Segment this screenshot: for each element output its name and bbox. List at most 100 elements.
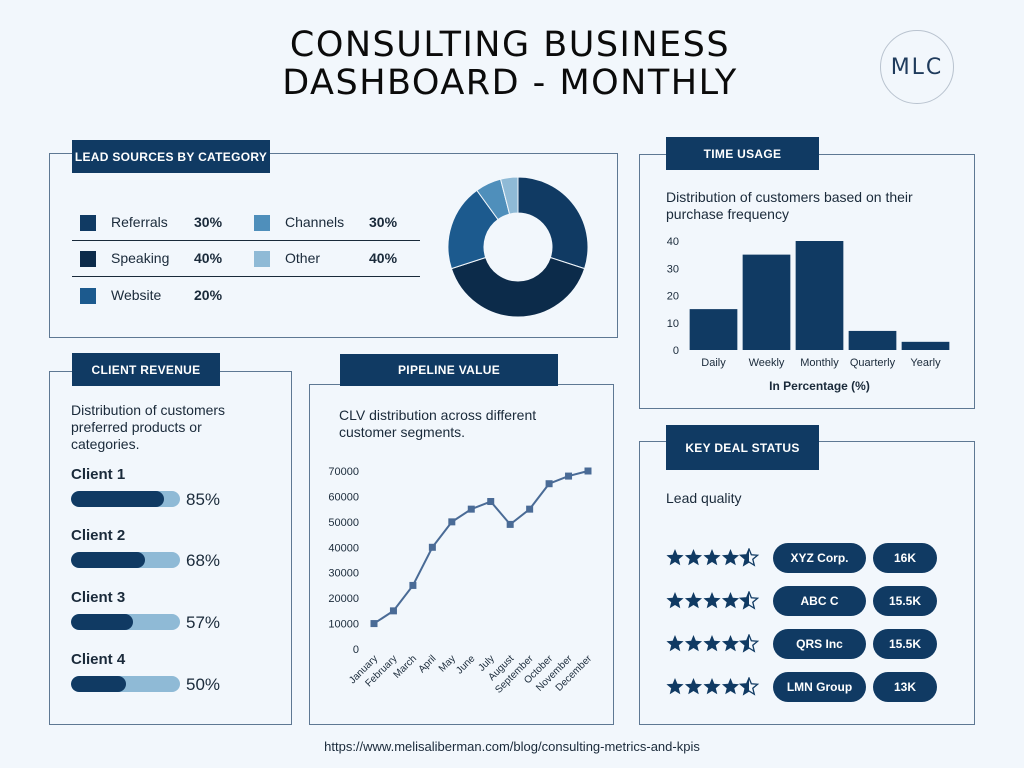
client-revenue-badge: CLIENT REVENUE <box>72 353 220 386</box>
client-progress-track <box>71 552 180 568</box>
client-percent: 68% <box>186 551 221 570</box>
legend-divider-2 <box>72 276 420 277</box>
time-usage-description: Distribution of customers based on their… <box>666 189 913 222</box>
legend-label-referrals: Referrals <box>111 214 168 230</box>
client-progress-track <box>71 614 180 630</box>
star-icon <box>721 678 740 695</box>
star-icon <box>684 635 703 652</box>
deal-company-badge: QRS Inc <box>773 629 866 659</box>
time-usage-bar-chart: 0 10 20 30 40 Daily Weekly Monthly Quarterly Year… <box>667 236 950 393</box>
client-name: Client 2 <box>71 527 126 544</box>
line-point-july <box>487 498 495 506</box>
star-rating <box>666 548 760 567</box>
pipeline-description: CLV distribution across different custom… <box>339 407 537 440</box>
deal-company-badge: ABC C <box>773 586 866 616</box>
bar-daily <box>689 309 738 350</box>
legend-divider-1 <box>72 240 420 241</box>
line-y-tick-label: 30000 <box>328 568 359 580</box>
client-name: Client 4 <box>71 651 126 668</box>
star-icon <box>721 635 740 652</box>
bar-y-tick-label: 10 <box>667 318 679 330</box>
legend-value-website: 20% <box>194 287 223 303</box>
title-line-2: DASHBOARD - MONTHLY <box>282 63 738 103</box>
line-point-december <box>584 467 592 475</box>
time-usage-badge: TIME USAGE <box>666 137 819 170</box>
bar-x-tick-label: Weekly <box>749 357 785 369</box>
line-point-august <box>506 520 514 528</box>
client-name: Client 3 <box>71 589 126 606</box>
logo: MLC <box>880 30 954 104</box>
legend-label-other: Other <box>285 250 321 266</box>
line-point-september <box>526 505 534 513</box>
bar-x-tick-label: Yearly <box>910 357 941 369</box>
bar-quarterly <box>848 330 897 350</box>
legend-label-speaking: Speaking <box>111 250 170 266</box>
line-point-february <box>389 607 397 615</box>
star-half-icon <box>740 678 749 695</box>
client-revenue-panel <box>49 371 292 725</box>
line-y-tick-label: 20000 <box>328 593 359 605</box>
star-icon <box>684 592 703 609</box>
legend-value-referrals: 30% <box>194 214 223 230</box>
client-name: Client 1 <box>71 466 126 483</box>
legend-swatch-referrals <box>80 215 96 231</box>
star-icon <box>666 549 684 566</box>
bar-yearly <box>901 341 950 350</box>
client-progress-track <box>71 676 180 692</box>
deal-value-badge: 13K <box>873 672 937 702</box>
key-deals-subtitle: Lead quality <box>666 490 742 506</box>
star-icon <box>703 678 721 695</box>
legend-swatch-website <box>80 288 96 304</box>
legend-value-channels: 30% <box>369 214 398 230</box>
star-icon <box>703 592 721 609</box>
bar-y-tick-label: 20 <box>667 291 679 303</box>
client-revenue-description: Distribution of customers preferred prod… <box>71 402 226 452</box>
star-icon <box>684 678 703 695</box>
star-rating <box>666 677 760 696</box>
star-icon <box>703 549 721 566</box>
bar-x-tick-label: Monthly <box>800 357 839 369</box>
line-point-may <box>448 518 456 526</box>
lead-sources-badge: LEAD SOURCES BY CATEGORY <box>72 140 270 173</box>
key-deals-badge: KEY DEAL STATUS <box>666 425 819 470</box>
pipeline-panel <box>309 384 614 725</box>
line-point-april <box>428 543 436 551</box>
client-percent: 85% <box>186 490 221 509</box>
deal-value-badge: 15.5K <box>873 629 937 659</box>
bar-monthly <box>795 241 844 350</box>
line-point-june <box>467 505 475 513</box>
star-rating <box>666 591 760 610</box>
footer-url[interactable]: https://www.melisaliberman.com/blog/cons… <box>324 739 700 754</box>
client-progress-fill <box>71 491 164 507</box>
line-x-tick-label: May <box>437 653 458 674</box>
donut-slice-other <box>499 176 519 215</box>
line-point-january <box>370 620 378 628</box>
deal-value-badge: 16K <box>873 543 937 573</box>
legend-swatch-channels <box>254 215 270 231</box>
star-icon <box>666 635 684 652</box>
logo-text: MLC <box>890 54 944 80</box>
star-half-icon <box>740 635 749 652</box>
star-icon <box>721 592 740 609</box>
client-progress-fill <box>71 552 146 568</box>
page-title: CONSULTING BUSINESS DASHBOARD - MONTHLY <box>180 26 840 102</box>
client-percent: 50% <box>186 675 221 694</box>
star-icon <box>684 549 703 566</box>
deal-value-badge: 15.5K <box>873 586 937 616</box>
client-progress-fill <box>71 614 134 630</box>
client-progress-fill <box>71 676 126 692</box>
bar-y-tick-label: 0 <box>673 345 679 357</box>
bar-weekly <box>742 254 791 350</box>
bar-x-tick-label: Quarterly <box>850 357 896 369</box>
line-x-tick-label: April <box>417 653 439 675</box>
star-half-icon <box>740 592 749 609</box>
bar-x-tick-label: Daily <box>701 357 726 369</box>
client-percent: 57% <box>186 613 221 632</box>
line-y-tick-label: 0 <box>353 644 359 656</box>
line-y-tick-label: 60000 <box>328 491 359 503</box>
line-point-november <box>565 472 573 480</box>
title-line-1: CONSULTING BUSINESS <box>289 25 731 65</box>
line-y-tick-label: 40000 <box>328 542 359 554</box>
client-progress-track <box>71 491 180 507</box>
line-series <box>373 470 589 625</box>
